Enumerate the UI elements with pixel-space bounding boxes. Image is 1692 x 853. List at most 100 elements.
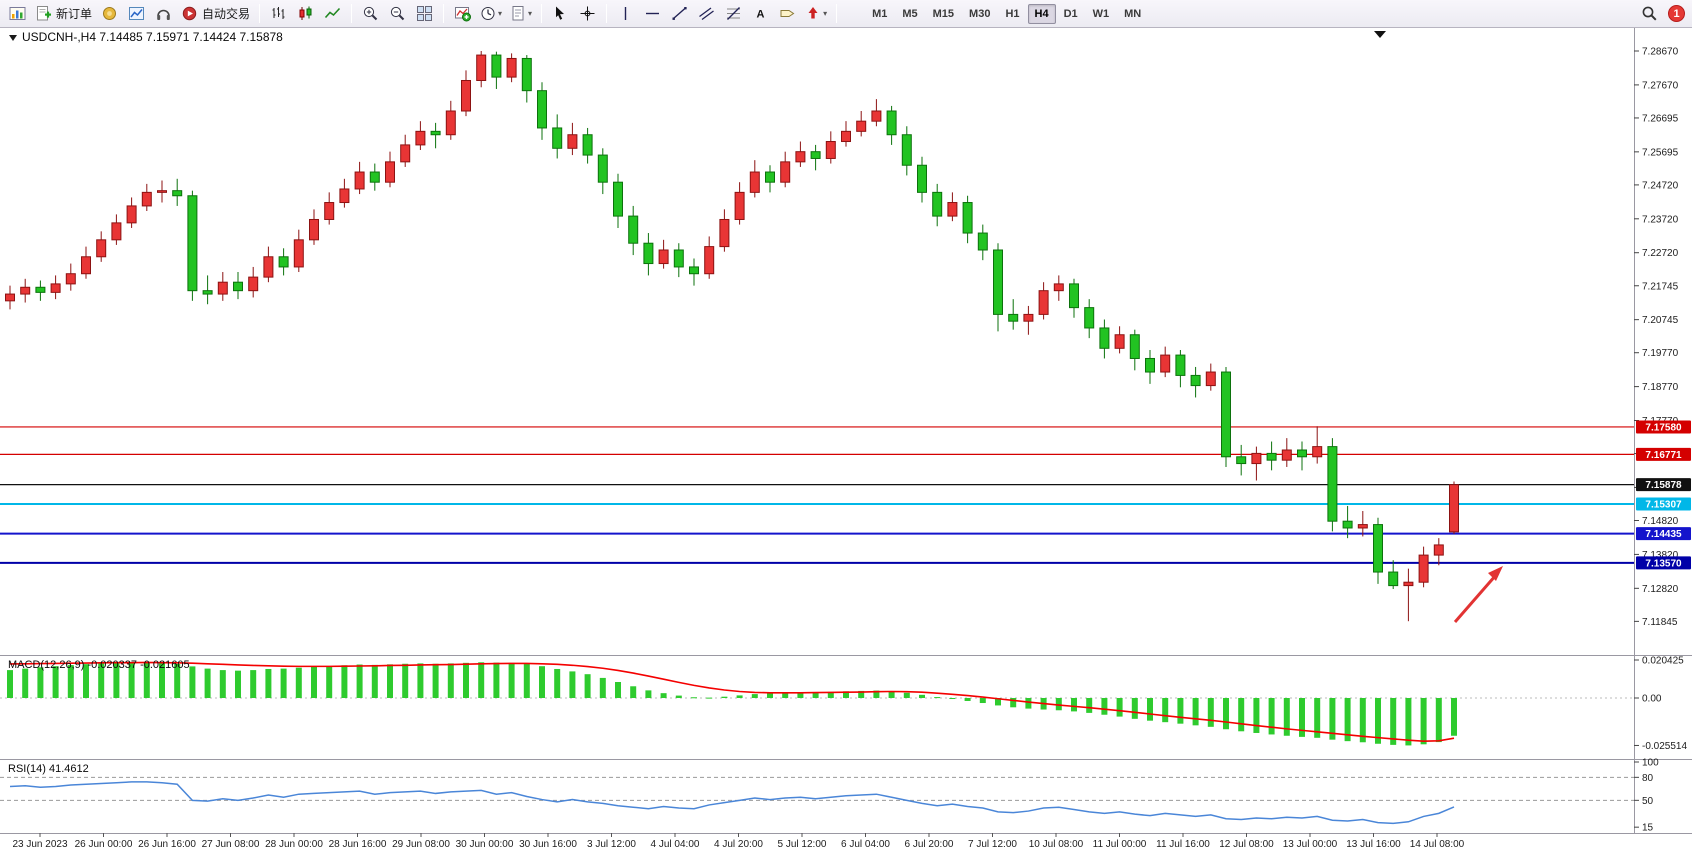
periods-button[interactable]: ▾ bbox=[477, 2, 505, 25]
candlestick-icon bbox=[299, 6, 312, 20]
svg-text:30 Jun 16:00: 30 Jun 16:00 bbox=[519, 839, 577, 850]
bar-chart-icon bbox=[272, 7, 285, 19]
auto-trading-icon bbox=[182, 6, 197, 21]
svg-text:7.24720: 7.24720 bbox=[1642, 180, 1679, 191]
label-tool-button[interactable] bbox=[775, 2, 800, 25]
search-icon bbox=[1642, 6, 1657, 21]
macd-label: MACD(12,26,9) -0.020337 -0.021605 bbox=[8, 659, 190, 671]
vertical-line-icon bbox=[624, 7, 627, 20]
svg-text:7.14435: 7.14435 bbox=[1645, 529, 1682, 540]
svg-text:A: A bbox=[757, 9, 765, 21]
timeframe-button-d1[interactable]: D1 bbox=[1063, 7, 1078, 20]
svg-text:80: 80 bbox=[1642, 773, 1654, 784]
price-axis: 7.28670 7.27670 7.26695 7.25695 7.24720 7.237… bbox=[1634, 47, 1679, 628]
search-button[interactable] bbox=[1637, 2, 1662, 25]
svg-text:7.15878: 7.15878 bbox=[1645, 480, 1682, 491]
toolbar-separator bbox=[606, 4, 608, 23]
channel-tool-button[interactable] bbox=[694, 2, 719, 25]
fibonacci-icon bbox=[727, 7, 741, 20]
auto-trading-button[interactable]: 自动交易 bbox=[178, 2, 253, 25]
svg-text:26 Jun 16:00: 26 Jun 16:00 bbox=[138, 839, 196, 850]
symbol-menu-icon[interactable] bbox=[9, 35, 17, 41]
timeframe-button-w1[interactable]: W1 bbox=[1092, 7, 1110, 20]
svg-text:13 Jul 16:00: 13 Jul 16:00 bbox=[1346, 839, 1401, 850]
svg-text:3 Jul 12:00: 3 Jul 12:00 bbox=[587, 839, 636, 850]
trendline-icon bbox=[672, 7, 687, 20]
indicators-button[interactable] bbox=[450, 2, 475, 25]
zoom-out-button[interactable] bbox=[385, 2, 410, 25]
vertical-line-tool-button[interactable] bbox=[613, 2, 638, 25]
svg-text:4 Jul 04:00: 4 Jul 04:00 bbox=[651, 839, 700, 850]
tile-windows-button[interactable] bbox=[412, 2, 437, 25]
svg-text:14 Jul 08:00: 14 Jul 08:00 bbox=[1410, 839, 1465, 850]
svg-text:12 Jul 08:00: 12 Jul 08:00 bbox=[1219, 839, 1274, 850]
svg-text:7.14820: 7.14820 bbox=[1642, 516, 1679, 527]
svg-text:29 Jun 08:00: 29 Jun 08:00 bbox=[392, 839, 450, 850]
svg-text:7.28670: 7.28670 bbox=[1642, 47, 1679, 58]
timeframe-button-mn[interactable]: MN bbox=[1124, 7, 1142, 20]
tile-windows-icon bbox=[417, 6, 433, 21]
metaquotes-button[interactable] bbox=[97, 2, 122, 25]
svg-text:28 Jun 00:00: 28 Jun 00:00 bbox=[265, 839, 323, 850]
price-tag-labels: 7.17580 7.16771 7.15878 7.15307 7.14435 7.135… bbox=[1636, 420, 1691, 570]
horizontal-level-lines[interactable] bbox=[0, 426, 1634, 564]
timeframe-button-m1[interactable]: M1 bbox=[872, 7, 888, 20]
timeframe-button-m15[interactable]: M15 bbox=[932, 7, 955, 20]
rsi-line bbox=[9, 781, 1455, 825]
timeframe-button-h4[interactable]: H4 bbox=[1027, 3, 1056, 24]
macd-histogram bbox=[7, 662, 1457, 746]
timeframe-button-m5[interactable]: M5 bbox=[902, 7, 918, 20]
svg-text:7.21745: 7.21745 bbox=[1642, 281, 1679, 292]
svg-text:30 Jun 00:00: 30 Jun 00:00 bbox=[456, 839, 514, 850]
trend-arrow-annotation[interactable] bbox=[1453, 566, 1503, 623]
indicators-icon bbox=[455, 7, 472, 22]
fibonacci-tool-button[interactable] bbox=[721, 2, 746, 25]
line-chart-icon bbox=[324, 7, 341, 19]
dropdown-arrow-icon: ▾ bbox=[823, 9, 828, 18]
svg-text:11 Jul 16:00: 11 Jul 16:00 bbox=[1156, 839, 1210, 850]
svg-text:7.11845: 7.11845 bbox=[1642, 617, 1678, 628]
svg-text:4 Jul 20:00: 4 Jul 20:00 bbox=[714, 839, 763, 850]
scroll-to-end-marker[interactable] bbox=[1374, 31, 1386, 38]
dropdown-arrow-icon: ▾ bbox=[498, 9, 503, 18]
ohlc-bars-chart-button[interactable] bbox=[266, 2, 291, 25]
horizontal-line-tool-button[interactable] bbox=[640, 2, 665, 25]
svg-text:11 Jul 00:00: 11 Jul 00:00 bbox=[1093, 839, 1147, 850]
svg-text:7.18770: 7.18770 bbox=[1642, 382, 1679, 393]
new-order-icon bbox=[37, 6, 51, 21]
crosshair-tool-button[interactable] bbox=[575, 2, 600, 25]
svg-text:7.22720: 7.22720 bbox=[1642, 248, 1679, 259]
trendline-tool-button[interactable] bbox=[667, 2, 692, 25]
zoom-in-icon bbox=[363, 6, 378, 21]
cursor-tool-button[interactable] bbox=[548, 2, 573, 25]
text-icon: A bbox=[757, 9, 765, 21]
templates-button[interactable]: ▾ bbox=[507, 2, 535, 25]
svg-text:7.15307: 7.15307 bbox=[1645, 500, 1682, 511]
zoom-in-button[interactable] bbox=[358, 2, 383, 25]
new-order-button[interactable]: 新订单 bbox=[32, 2, 95, 25]
svg-text:7.23720: 7.23720 bbox=[1642, 214, 1679, 225]
timeframe-button-h1[interactable]: H1 bbox=[1005, 7, 1020, 20]
svg-text:7.17580: 7.17580 bbox=[1645, 422, 1682, 433]
indicator-scales: 0.020425 0.00 -0.025514 100 80 50 15 bbox=[1634, 656, 1687, 834]
timeframe-button-m30[interactable]: M30 bbox=[969, 7, 991, 20]
main-toolbar: 新订单 自动交易 bbox=[0, 0, 1692, 28]
market-watch-button[interactable] bbox=[124, 2, 149, 25]
chart-window-icon bbox=[9, 7, 26, 20]
arrows-tool-button[interactable]: ▾ bbox=[802, 2, 830, 25]
text-tool-button[interactable]: A bbox=[748, 2, 773, 25]
arrow-objects-icon bbox=[808, 7, 818, 19]
new-chart-window-button[interactable] bbox=[5, 2, 30, 25]
svg-text:7.20745: 7.20745 bbox=[1642, 315, 1679, 326]
svg-text:0.020425: 0.020425 bbox=[1642, 656, 1684, 667]
dropdown-arrow-icon: ▾ bbox=[528, 9, 533, 18]
toolbar-separator bbox=[259, 4, 261, 23]
svg-text:7.12820: 7.12820 bbox=[1642, 584, 1679, 595]
line-chart-button[interactable] bbox=[320, 2, 345, 25]
notification-badge[interactable]: 1 bbox=[1668, 5, 1685, 22]
svg-text:-0.025514: -0.025514 bbox=[1642, 741, 1687, 752]
news-audio-button[interactable] bbox=[151, 2, 176, 25]
candlestick-chart-button[interactable] bbox=[293, 2, 318, 25]
svg-text:7.26695: 7.26695 bbox=[1642, 113, 1679, 124]
